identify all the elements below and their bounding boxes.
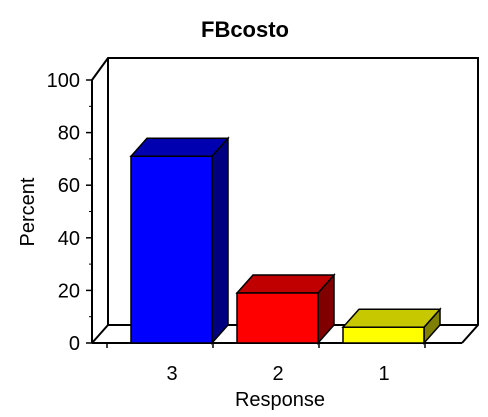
y-tick-label: 20 — [58, 280, 80, 302]
y-tick-label: 60 — [58, 175, 80, 197]
bar-top — [129, 137, 230, 158]
x-axis-ticks: 3 2 1 — [106, 343, 426, 385]
y-tick-label: 0 — [69, 333, 80, 355]
bars-group — [129, 136, 442, 345]
x-axis-label: Response — [235, 389, 325, 411]
bar-side — [211, 136, 229, 345]
y-tick-label: 80 — [58, 123, 80, 145]
chart-title: FBcosto — [201, 17, 289, 42]
x-tick-label: 3 — [166, 363, 177, 385]
bar-front — [130, 155, 213, 344]
bar-1 — [341, 307, 442, 345]
y-tick-label: 100 — [47, 70, 80, 92]
bar-3 — [129, 136, 230, 345]
x-tick-label: 1 — [378, 363, 389, 385]
bar-top — [235, 274, 336, 294]
y-tick-label: 40 — [58, 228, 80, 250]
bar-front — [236, 292, 319, 344]
bar-top — [341, 308, 442, 328]
y-axis-ticks: 0 20 40 60 80 100 — [47, 70, 92, 355]
x-tick-label: 2 — [272, 363, 283, 385]
bar-2 — [235, 273, 336, 345]
bar-front — [342, 326, 425, 344]
y-axis-label: Percent — [17, 177, 39, 246]
